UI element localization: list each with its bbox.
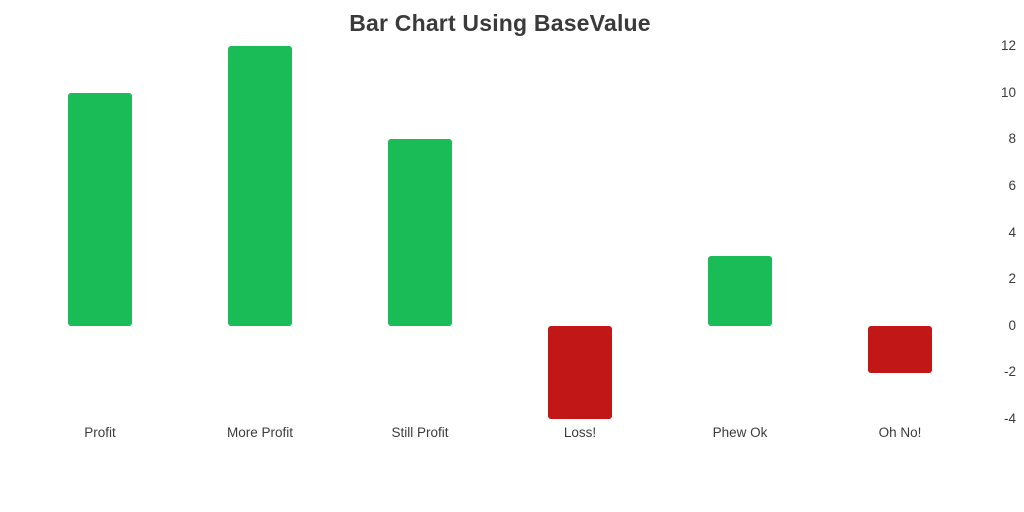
y-axis-tick-label: 0 [1008, 318, 1016, 333]
bar-loss[interactable] [548, 326, 612, 419]
x-axis-label: Profit [84, 425, 116, 440]
y-axis-tick-label: -2 [1003, 364, 1016, 379]
x-axis-label: Phew Ok [712, 425, 768, 440]
chart-title: Bar Chart Using BaseValue [349, 10, 651, 36]
y-axis-tick-label: -4 [1003, 411, 1016, 426]
y-axis-tick-label: 2 [1008, 271, 1016, 286]
x-axis-label: Still Profit [391, 425, 449, 440]
y-axis-tick-label: 6 [1008, 178, 1016, 193]
bar-still-profit[interactable] [388, 139, 452, 326]
bar-phew-ok[interactable] [708, 256, 772, 326]
x-axis-label: Oh No! [878, 425, 922, 440]
bar-oh-no[interactable] [868, 326, 932, 373]
bar-profit[interactable] [68, 93, 132, 326]
y-axis-tick-label: 12 [1000, 38, 1016, 53]
y-axis-tick-label: 10 [1000, 85, 1016, 100]
bar-more-profit[interactable] [228, 46, 292, 326]
y-axis-tick-label: 4 [1008, 225, 1016, 240]
x-axis-label: Loss! [563, 425, 597, 440]
x-axis-label: More Profit [226, 425, 294, 440]
y-axis-tick-label: 8 [1008, 131, 1016, 146]
